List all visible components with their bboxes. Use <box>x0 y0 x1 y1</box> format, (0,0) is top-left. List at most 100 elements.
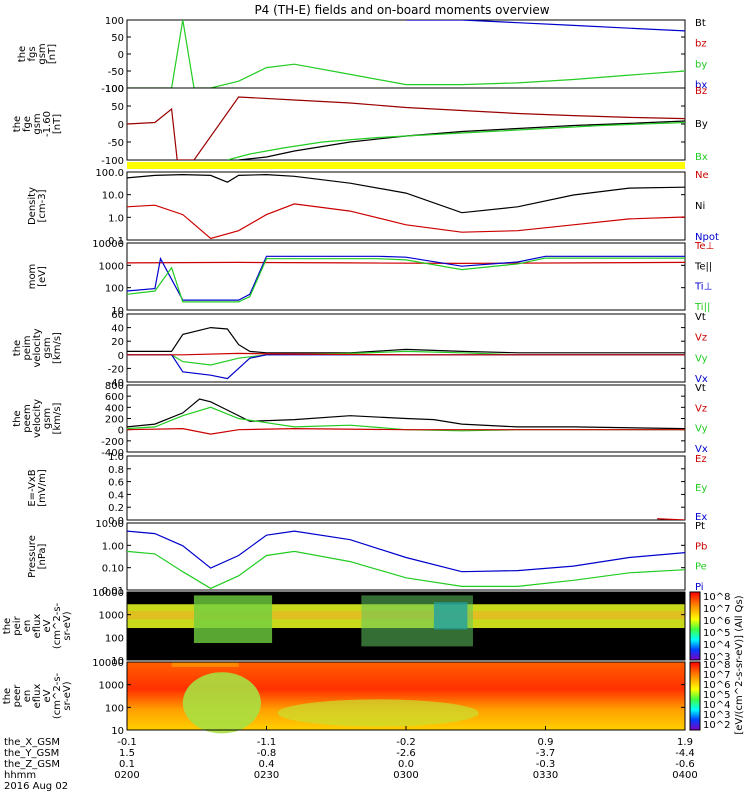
panel-frame <box>126 455 686 521</box>
series-line-Ni <box>127 173 685 214</box>
y-axis-label: E=-VxB[mV/m] <box>27 469 48 507</box>
series-line-Bt <box>406 20 685 32</box>
y-tick-label: 0 <box>118 351 124 362</box>
y-axis-label-part: [nT] <box>52 114 63 134</box>
series-line-by <box>127 20 685 88</box>
legend-entry: Ti⊥ <box>694 282 712 293</box>
y-axis-label-part: gsm <box>37 43 48 64</box>
y-axis-label-part: Density <box>27 187 38 225</box>
legend-entry: Vz <box>695 333 707 344</box>
y-axis-label-part: peer <box>12 684 23 708</box>
legend-entry: Ne <box>695 170 709 181</box>
y-axis-label-part: [mV/m] <box>37 469 48 507</box>
y-tick-label: 0 <box>118 426 124 437</box>
x-axis-value: 0230 <box>254 770 279 781</box>
x-axis-row-label: the_Y_GSM <box>4 748 59 759</box>
legend-entry: Ey <box>695 483 707 494</box>
legend-entry: Vy <box>695 424 708 435</box>
legend-entry: Bt <box>695 18 706 29</box>
series-line-Vz <box>127 352 685 356</box>
y-tick-label: 10000 <box>92 239 124 250</box>
colorbar-tick-label: 10^7 <box>703 670 730 681</box>
y-axis-label-part: [eV] <box>37 266 48 287</box>
legend-entry: Ex <box>695 512 707 523</box>
x-axis-value: 0.9 <box>538 737 554 748</box>
quality-flag-strip <box>127 162 685 169</box>
spectrogram-blob <box>433 602 468 630</box>
y-tick-label: 0.8 <box>108 465 124 476</box>
y-tick-label: 50 <box>111 33 124 44</box>
series-line-Vt <box>127 398 685 430</box>
y-axis-label-part: mom <box>27 264 38 290</box>
y-axis-label: thepeemvelocitygsm[km/s] <box>12 399 63 438</box>
x-axis-value: 0.4 <box>259 759 275 770</box>
footer-group: the_X_GSM -0.1 -1.1 -0.2 0.9 1.9 the_Y_GSM 1.5 -… <box>4 726 698 792</box>
y-axis-label-part: (cm^2-s- <box>52 672 63 719</box>
panel-peer: 10000 1000 100 10 thepeerenefluxeV(cm^2-s-sr… <box>2 658 686 737</box>
colorbar-tick-label: 10^5 <box>703 690 730 701</box>
colorbar-tick-label: 10^4 <box>703 700 730 711</box>
y-axis-label: thepeimvelocitygsm[km/s] <box>12 328 63 367</box>
legend-entry: Ti|| <box>694 302 710 313</box>
series-line-Vy <box>127 350 685 366</box>
legend-entry: Vx <box>695 444 708 455</box>
panel-pressure: 10.00 1.00 0.10 0.01 Pressure[nPa] Pt Pb Pe Pi <box>27 519 707 597</box>
legend-entry: Vt <box>695 312 706 323</box>
y-axis-label-part: eflux <box>32 684 43 709</box>
y-axis-label-part: fgs <box>27 46 38 61</box>
colorbar-tick-label: 10^7 <box>703 604 730 615</box>
series-line-Vy <box>127 406 685 432</box>
y-axis-label-part: the <box>2 688 13 704</box>
y-axis-label-part: peim <box>22 335 33 360</box>
panel-frame <box>126 171 686 241</box>
y-axis-label: Pressure[nPa] <box>27 535 48 578</box>
y-axis-label-part: the <box>17 46 28 62</box>
y-tick-label: 100 <box>105 633 124 644</box>
x-axis-value: 0400 <box>672 770 697 781</box>
x-axis-value: 0330 <box>533 770 558 781</box>
x-axis-value: 0200 <box>114 770 139 781</box>
x-axis-row-label: the_X_GSM <box>4 737 60 748</box>
colorbar-peer <box>689 661 701 731</box>
y-tick-label: 0 <box>118 120 124 131</box>
series-line-Te <box>127 261 685 264</box>
legend-entry: Pt <box>695 521 705 532</box>
y-axis-label-part: fge <box>22 116 33 132</box>
y-tick-label: 50 <box>111 102 124 113</box>
colorbar-tick-label: 10^4 <box>703 640 730 651</box>
y-axis-label: Density[cm-3] <box>27 187 48 225</box>
y-tick-label: -200 <box>101 437 124 448</box>
y-tick-label: 10000 <box>92 588 124 599</box>
y-axis-label-part: eV <box>42 619 53 632</box>
y-axis-label-part: the <box>12 340 23 356</box>
colorbar-peir <box>689 591 701 661</box>
y-axis-label-part: sr-eV) <box>62 681 73 710</box>
x-axis-row-label: hhmm <box>4 770 36 781</box>
y-tick-label: 1.0 <box>108 213 124 224</box>
y-axis-label: thepeirenefluxeV(cm^2-s-sr-eV) <box>2 602 73 649</box>
x-axis-date: 2016 Aug 02 <box>4 781 68 792</box>
x-axis-value: -2.6 <box>396 748 416 759</box>
y-axis-label-part: en <box>22 690 33 703</box>
x-axis-value: -0.2 <box>396 737 416 748</box>
y-tick-label: 20 <box>111 337 124 348</box>
legend-entry: Vt <box>695 383 706 394</box>
y-axis-label-part: [nPa] <box>37 543 48 569</box>
y-axis-label-part: sr-eV) <box>62 611 73 640</box>
y-axis-label-part: peir <box>12 615 23 635</box>
y-axis-label-part: gsm <box>42 337 53 358</box>
x-axis-value: -1.1 <box>257 737 277 748</box>
series-line-Vt <box>127 326 685 354</box>
y-tick-label: 100 <box>105 16 124 27</box>
y-tick-label: 1.0 <box>108 452 124 463</box>
x-axis-value: -0.8 <box>257 748 277 759</box>
series-line-Pi <box>127 530 685 573</box>
legend-entry: Vy <box>695 353 708 364</box>
colorbar-tick-label: 10^5 <box>703 628 730 639</box>
legend-entry: bz <box>695 39 707 50</box>
y-tick-label: 10.00 <box>95 519 124 530</box>
legend-entry: Vz <box>695 403 707 414</box>
y-tick-label: 0.01 <box>102 586 124 597</box>
